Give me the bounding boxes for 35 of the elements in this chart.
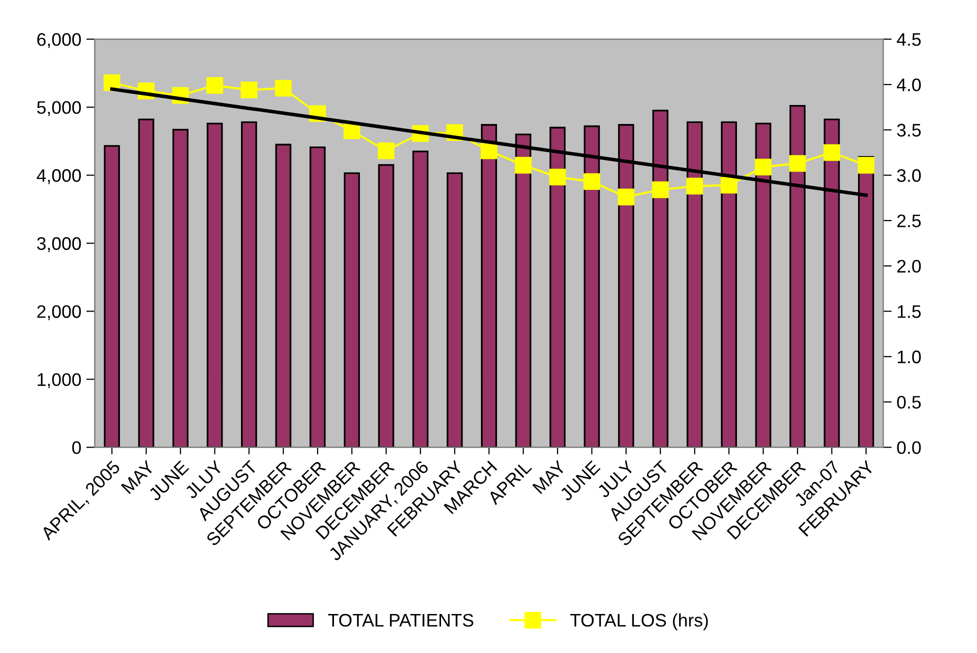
y2-tick-label: 4.0: [896, 78, 921, 92]
legend-label: TOTAL PATIENTS: [328, 614, 474, 627]
y2-tick-label: 1.5: [898, 305, 921, 318]
y-tick-label: 2,000: [37, 305, 81, 320]
y2-tick-label: 3.5: [897, 124, 921, 137]
point: [549, 168, 566, 186]
y-tick-label: 6,000: [37, 33, 81, 48]
y-tick-label: 0: [72, 441, 81, 454]
point: [274, 80, 292, 96]
point: [378, 142, 394, 160]
y2-tick-label: 0.5: [897, 396, 921, 409]
y-tick-label: 1,000: [38, 373, 81, 388]
point: [652, 181, 669, 198]
y-tick-label: 5,000: [37, 101, 81, 116]
point: [686, 178, 703, 194]
point: [618, 188, 634, 206]
point: [240, 82, 258, 98]
y2-tick-label: 2.0: [897, 260, 921, 273]
point: [823, 144, 840, 161]
y2-tick-label: 3.0: [897, 169, 921, 182]
point: [720, 176, 738, 194]
point: [789, 155, 806, 172]
legend-label: TOTAL LOS (hrs): [570, 613, 708, 630]
point: [754, 158, 772, 176]
point: [583, 173, 600, 190]
y2-tick-label: 4.5: [896, 33, 921, 46]
point: [480, 142, 498, 160]
y2-tick-label: 0.0: [897, 441, 921, 454]
y-tick-label: 4,000: [36, 169, 81, 184]
point: [858, 156, 874, 174]
point: [206, 77, 224, 94]
point: [514, 156, 532, 174]
y-tick-label: 3,000: [37, 237, 81, 252]
y2-tick-label: 1.0: [898, 350, 921, 364]
y2-tick-label: 2.5: [897, 214, 921, 228]
